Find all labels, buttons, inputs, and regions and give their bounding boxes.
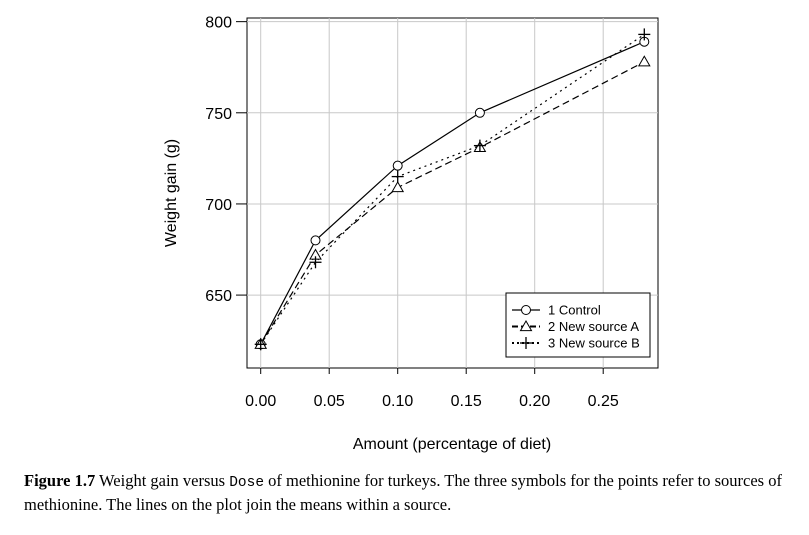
legend-marker-1: [521, 305, 531, 315]
legend-marker-2: [519, 319, 533, 332]
y-axis: 650 700 750 800: [205, 15, 247, 305]
legend-box: [505, 292, 651, 358]
data-point-series-1: [310, 235, 321, 246]
x-tick-label: 0.25: [588, 393, 619, 410]
legend-label-1: 1 Control: [548, 303, 601, 318]
plot-area: [246, 17, 659, 369]
x-tick-label: 0.15: [451, 393, 482, 410]
x-axis-label: Amount (percentage of diet): [353, 436, 551, 453]
series-points: [254, 28, 651, 351]
chart: 650 700 750 800 0.00 0.05 0.10 0.15 0.20 0.25 Am…: [163, 15, 659, 453]
caption-code: Dose: [229, 475, 265, 491]
data-point-series-3: [254, 338, 267, 351]
x-tick-label: 0.20: [519, 393, 550, 410]
data-point-series-2: [637, 55, 651, 67]
legend-marker-3: [520, 337, 532, 349]
y-tick-label: 650: [205, 288, 232, 305]
data-point-series-3: [309, 256, 322, 269]
legend-label-3: 3 New source B: [548, 336, 640, 351]
caption-text-2: of methionine for turkeys. The three sym…: [24, 471, 782, 514]
x-tick-label: 0.10: [382, 393, 413, 410]
data-point-series-3: [473, 139, 486, 152]
data-point-series-2: [391, 181, 405, 193]
data-point-series-1: [474, 107, 485, 118]
x-tick-label: 0.05: [314, 393, 345, 410]
x-axis: 0.00 0.05 0.10 0.15 0.20 0.25: [245, 368, 619, 410]
legend-label-2: 2 New source A: [548, 319, 639, 334]
figure-label: Figure 1.7: [24, 471, 96, 490]
data-point-series-3: [391, 170, 404, 183]
y-tick-label: 750: [205, 106, 232, 123]
x-tick-label: 0.00: [245, 393, 276, 410]
figure-caption: Figure 1.7 Weight gain versus Dose of me…: [24, 470, 804, 516]
data-point-series-1: [392, 160, 403, 171]
y-tick-label: 800: [205, 15, 232, 32]
y-tick-label: 700: [205, 197, 232, 214]
caption-text-1: Weight gain versus: [95, 471, 230, 490]
data-point-series-3: [638, 28, 651, 41]
y-axis-label: Weight gain (g): [163, 139, 180, 247]
